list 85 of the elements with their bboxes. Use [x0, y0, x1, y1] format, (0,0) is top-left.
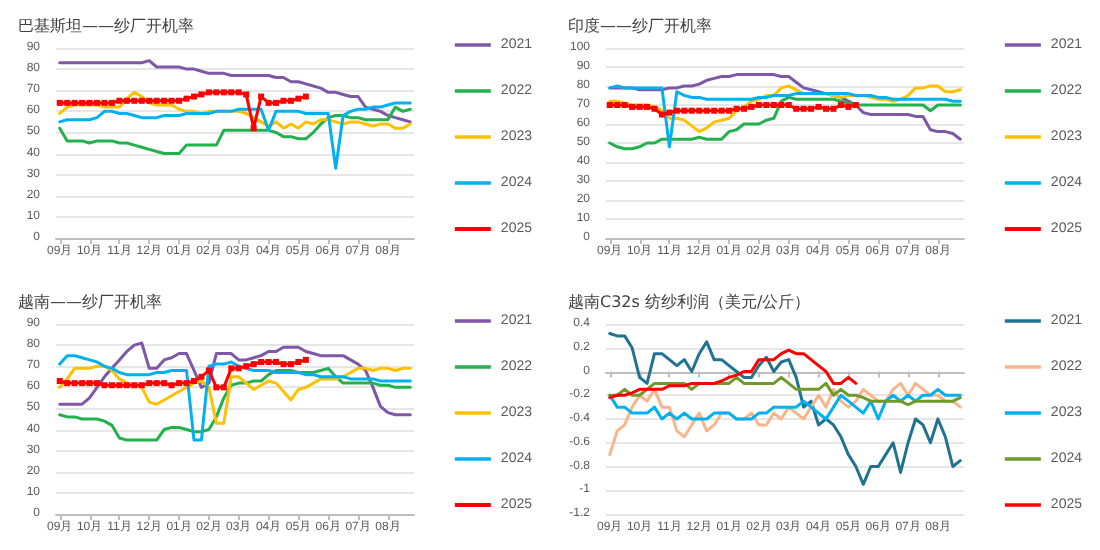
- point: [287, 97, 294, 104]
- point: [153, 379, 160, 386]
- point: [108, 381, 115, 388]
- point: [101, 99, 108, 106]
- point: [295, 95, 302, 102]
- point: [146, 97, 153, 104]
- point: [123, 97, 130, 104]
- point: [131, 97, 138, 104]
- point: [258, 93, 265, 100]
- point: [250, 360, 257, 367]
- chart-title: 越南C32s 纺纱利润（美元/公斤）: [568, 292, 811, 310]
- point: [258, 358, 265, 364]
- point: [265, 358, 272, 364]
- point: [79, 99, 86, 106]
- point: [71, 99, 78, 106]
- line-series: [58, 340, 412, 416]
- point: [86, 99, 93, 106]
- point: [280, 97, 287, 104]
- point: [146, 379, 153, 386]
- point: [116, 381, 123, 388]
- line-series: [58, 90, 412, 130]
- line-series: [608, 84, 962, 149]
- point: [205, 89, 212, 96]
- point: [79, 379, 86, 386]
- point: [161, 97, 168, 104]
- point: [280, 360, 287, 367]
- point: [64, 379, 71, 386]
- line-series: [608, 95, 962, 151]
- line-series: [608, 386, 962, 420]
- point: [176, 379, 183, 386]
- point: [153, 97, 160, 104]
- point: [94, 99, 101, 106]
- point: [131, 381, 138, 388]
- chart-title: 印度——纱厂开机率: [568, 17, 712, 35]
- point: [86, 379, 93, 386]
- point: [101, 381, 108, 388]
- point: [138, 97, 145, 104]
- point: [235, 89, 242, 96]
- point: [273, 99, 280, 106]
- point: [71, 379, 78, 386]
- point: [250, 125, 257, 132]
- line-series: [608, 331, 962, 485]
- point: [295, 358, 302, 364]
- point: [302, 355, 309, 362]
- point: [94, 379, 101, 386]
- line-series: [58, 101, 412, 170]
- point: [265, 99, 272, 106]
- point: [243, 91, 250, 98]
- point: [183, 379, 190, 386]
- point: [220, 89, 227, 96]
- point: [198, 91, 205, 98]
- line-series: [608, 73, 962, 141]
- point: [302, 93, 309, 100]
- point: [287, 360, 294, 367]
- chart-title: 越南——纱厂开机率: [18, 292, 162, 310]
- point: [138, 381, 145, 388]
- point: [205, 366, 212, 373]
- line-series: [608, 380, 962, 456]
- point: [183, 95, 190, 102]
- point: [168, 381, 175, 388]
- chart-title: 巴基斯坦——纱厂开机率: [18, 17, 194, 35]
- line-series: [608, 347, 858, 399]
- point: [123, 381, 130, 388]
- point: [116, 97, 123, 104]
- point: [168, 97, 175, 104]
- line-series: [58, 105, 412, 156]
- point: [243, 362, 250, 369]
- point: [213, 383, 220, 390]
- point: [56, 99, 63, 106]
- point: [161, 379, 168, 386]
- point: [176, 97, 183, 104]
- line-series: [58, 363, 412, 424]
- point: [108, 99, 115, 106]
- point: [235, 364, 242, 371]
- point: [228, 89, 235, 96]
- point: [228, 364, 235, 371]
- line-series: [608, 374, 962, 406]
- point: [198, 372, 205, 379]
- point: [56, 377, 63, 383]
- point: [64, 99, 71, 106]
- point: [220, 383, 227, 390]
- line-series: [58, 59, 412, 124]
- line-series: [608, 84, 962, 134]
- point: [190, 93, 197, 100]
- point: [213, 89, 220, 96]
